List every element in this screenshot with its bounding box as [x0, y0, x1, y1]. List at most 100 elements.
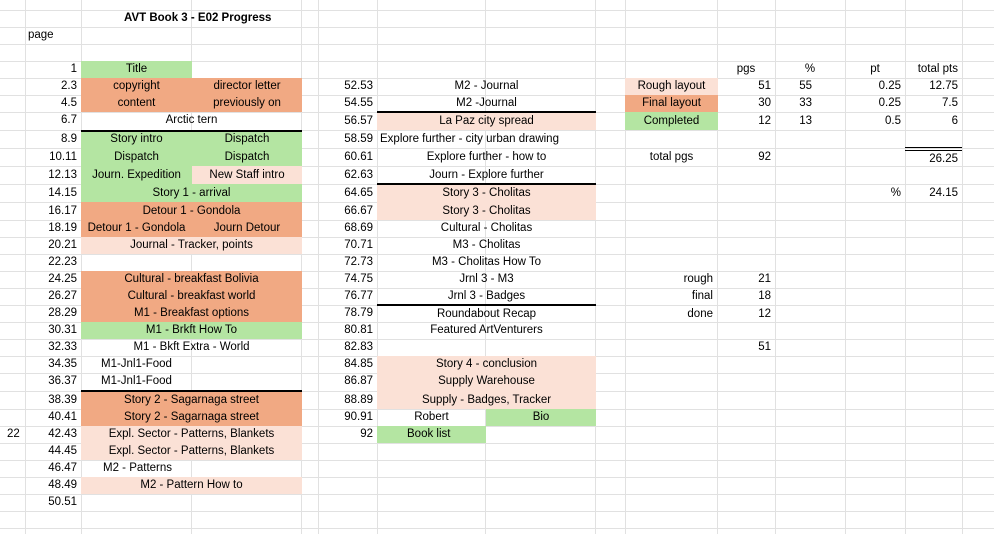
page-number[interactable]: 44.45 [48, 445, 77, 457]
page-number[interactable]: 92 [360, 428, 373, 440]
page-number[interactable]: 24.25 [48, 273, 77, 285]
page-column-label[interactable]: page [28, 29, 54, 41]
breakdown-sum[interactable]: 51 [758, 341, 771, 353]
spread-entry[interactable]: Jrnl 3 - Badges [447, 290, 526, 302]
page-number[interactable]: 16.17 [48, 205, 77, 217]
page-number[interactable]: 68.69 [344, 222, 373, 234]
spread-entry[interactable]: M2 - Patterns [103, 462, 173, 474]
page-number[interactable]: 48.49 [48, 479, 77, 491]
breakdown-label[interactable]: rough [683, 273, 713, 285]
page-number[interactable]: 88.89 [344, 394, 373, 406]
total-pgs-value[interactable]: 92 [758, 151, 771, 163]
page-number[interactable]: 18.19 [48, 222, 77, 234]
spread-entry[interactable]: Dispatch [224, 151, 270, 163]
spread-entry[interactable]: Arctic tern [165, 114, 218, 126]
spread-entry[interactable]: Detour 1 - Gondola [142, 205, 241, 217]
page-number[interactable]: 8.9 [61, 133, 77, 145]
page-number[interactable]: 28.29 [48, 307, 77, 319]
spread-entry[interactable]: Cultural - breakfast Bolivia [124, 273, 259, 285]
spread-entry[interactable]: Expl. Sector - Patterns, Blankets [108, 445, 275, 457]
page-number[interactable]: 76.77 [344, 290, 373, 302]
stat-total[interactable]: 6 [951, 115, 958, 127]
page-number[interactable]: 2.3 [61, 80, 77, 92]
stat-pgs[interactable]: 51 [758, 80, 771, 92]
spread-entry[interactable]: Story 3 - Cholitas [442, 187, 531, 199]
breakdown-value[interactable]: 21 [758, 273, 771, 285]
pct-value[interactable]: 24.15 [929, 187, 958, 199]
page-number[interactable]: 36.37 [48, 375, 77, 387]
page-number[interactable]: 52.53 [344, 80, 373, 92]
page-number[interactable]: 62.63 [344, 169, 373, 181]
spread-entry[interactable]: M1-Jnl1-Food [101, 358, 172, 370]
page-number[interactable]: 26.27 [48, 290, 77, 302]
spread-entry[interactable]: Dispatch [224, 133, 270, 145]
spread-entry[interactable]: La Paz city spread [439, 115, 534, 127]
page-number[interactable]: 56.57 [344, 115, 373, 127]
spread-entry[interactable]: Journ - Explore further [429, 169, 544, 181]
stat-pt[interactable]: 0.25 [878, 80, 901, 92]
breakdown-label[interactable]: final [691, 290, 713, 302]
total-points-sum[interactable]: 26.25 [929, 153, 958, 165]
spread-entry[interactable]: previously on [213, 97, 281, 109]
page-number[interactable]: 90.91 [344, 411, 373, 423]
page-number[interactable]: 20.21 [48, 239, 77, 251]
legend-completed[interactable]: Completed [643, 115, 700, 127]
spread-entry[interactable]: director letter [213, 80, 281, 92]
page-number[interactable]: 4.5 [61, 97, 77, 109]
spread-entry[interactable]: Story 3 - Cholitas [442, 205, 531, 217]
spread-entry[interactable]: Explore further - how to [426, 151, 547, 163]
page-number[interactable]: 12.13 [48, 169, 77, 181]
stat-total[interactable]: 7.5 [942, 97, 958, 109]
page-number[interactable]: 86.87 [344, 375, 373, 387]
page-number[interactable]: 50.51 [48, 496, 77, 508]
spread-entry[interactable]: Journ. Expedition [92, 169, 181, 181]
spread-entry[interactable]: Story 4 - conclusion [436, 358, 537, 370]
stat-pct[interactable]: 33 [799, 97, 812, 109]
spread-entry[interactable]: Title [125, 63, 148, 75]
spread-entry[interactable]: M2 - Pattern How to [140, 479, 243, 491]
total-pgs-label[interactable]: total pgs [649, 151, 694, 163]
spread-entry[interactable]: Supply - Badges, Tracker [421, 394, 552, 406]
spread-entry[interactable]: Roundabout Recap [436, 308, 537, 320]
breakdown-value[interactable]: 12 [758, 308, 771, 320]
stat-pgs[interactable]: 12 [758, 115, 771, 127]
pct-label[interactable]: % [890, 187, 901, 199]
page-number[interactable]: 1 [70, 63, 77, 75]
spread-entry[interactable]: Expl. Sector - Patterns, Blankets [108, 428, 275, 440]
spread-entry[interactable]: Supply Warehouse [438, 375, 535, 387]
spread-entry[interactable]: New Staff intro [209, 169, 285, 181]
header-pt[interactable]: pt [870, 63, 880, 75]
spread-entry[interactable]: Robert [414, 411, 449, 423]
page-number[interactable]: 10.11 [49, 151, 77, 163]
page-number[interactable]: 82.83 [344, 341, 373, 353]
legend-rough-layout[interactable]: Rough layout [637, 80, 706, 92]
header-pct[interactable]: % [804, 63, 816, 75]
spread-entry[interactable]: Story 1 - arrival [152, 187, 231, 199]
spread-entry[interactable]: Journ Detour [213, 222, 281, 234]
page-number[interactable]: 38.39 [48, 394, 77, 406]
header-pgs[interactable]: pgs [736, 63, 756, 75]
spread-entry[interactable]: copyright [113, 80, 160, 92]
stat-pct[interactable]: 55 [799, 80, 812, 92]
spread-entry[interactable]: M3 - Cholitas [452, 239, 521, 251]
page-number[interactable]: 6.7 [61, 114, 77, 126]
stat-pt[interactable]: 0.5 [885, 115, 901, 127]
spread-entry[interactable]: M2 - Journal [454, 80, 519, 92]
stat-pct[interactable]: 13 [799, 115, 812, 127]
page-number[interactable]: 70.71 [344, 239, 373, 251]
page-number[interactable]: 58.59 [344, 133, 373, 145]
stat-pt[interactable]: 0.25 [878, 97, 901, 109]
spread-entry[interactable]: Story 2 - Sagarnaga street [124, 394, 259, 406]
page-number[interactable]: 42.43 [48, 428, 77, 440]
spread-entry[interactable]: content [117, 97, 156, 109]
breakdown-label[interactable]: done [687, 308, 713, 320]
spread-entry[interactable]: Bio [532, 411, 550, 423]
spread-entry[interactable]: M1-Jnl1-Food [101, 375, 172, 387]
spread-entry[interactable]: Jrnl 3 - M3 [459, 273, 514, 285]
page-number[interactable]: 66.67 [344, 205, 373, 217]
spread-entry[interactable]: Cultural - breakfast world [127, 290, 256, 302]
spread-entry[interactable]: M2 -Journal [456, 97, 517, 109]
page-number[interactable]: 32.33 [48, 341, 77, 353]
spread-entry[interactable]: Explore further - city urban drawing [380, 133, 559, 145]
